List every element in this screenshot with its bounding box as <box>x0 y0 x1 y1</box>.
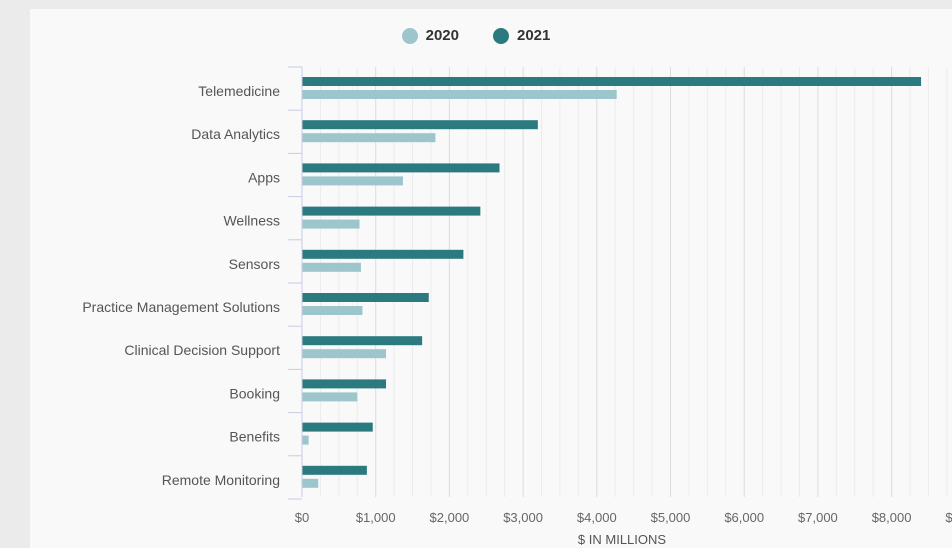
legend-label-2021: 2021 <box>517 27 551 44</box>
x-tick-label: $3,000 <box>503 510 543 525</box>
category-label: Booking <box>229 385 280 401</box>
category-label: Practice Management Solutions <box>82 299 280 315</box>
category-label: Clinical Decision Support <box>124 342 280 358</box>
legend-swatch-2021 <box>493 27 509 44</box>
legend-item-2020[interactable]: 2020 <box>401 27 459 44</box>
x-tick-label: $0 <box>295 510 309 525</box>
y-axis: Telemedicine Data Analytics Apps Wellness Se… <box>82 66 303 500</box>
bar-2020 <box>302 435 309 445</box>
bar-2021 <box>302 120 538 130</box>
legend-label-2020: 2020 <box>425 27 459 44</box>
bar-2021 <box>302 249 464 259</box>
x-tick-label: $2,000 <box>430 510 470 525</box>
bar-2020 <box>302 90 617 99</box>
x-axis-title: $ IN MILLIONS <box>578 532 666 547</box>
bar-2021 <box>302 422 373 432</box>
x-tick-label: $8,000 <box>872 510 912 525</box>
bar-2020 <box>302 176 403 186</box>
chart-legend: 2020 2021 <box>0 27 952 44</box>
bar-2020 <box>302 219 360 229</box>
x-tick-label: $6,000 <box>724 510 764 525</box>
x-tick-label: $4,000 <box>577 510 617 525</box>
bars <box>302 77 922 488</box>
x-tick-label: $1,000 <box>356 510 396 525</box>
bar-2020 <box>302 133 436 143</box>
bar-2020 <box>302 349 387 359</box>
bar-2021 <box>302 336 423 346</box>
bar-2021 <box>302 77 922 86</box>
bar-2021 <box>302 293 429 302</box>
legend-item-2021[interactable]: 2021 <box>493 27 550 44</box>
bar-2021 <box>302 465 367 475</box>
category-label: Data Analytics <box>191 126 280 142</box>
x-tick-label: $7,000 <box>798 510 838 525</box>
category-label: Apps <box>248 169 280 185</box>
bar-2020 <box>302 478 319 488</box>
x-tick-label: $5,000 <box>651 510 691 525</box>
category-label: Telemedicine <box>198 83 280 99</box>
category-label: Wellness <box>223 213 280 229</box>
category-label: Sensors <box>229 256 280 272</box>
x-tick-label: $9,000 <box>945 510 952 525</box>
legend-swatch-2020 <box>401 27 418 44</box>
bar-2020 <box>302 262 361 272</box>
x-axis: $0 $1,000 $2,000 $3,000 $4,000 $5,000 $6,000 $7… <box>295 510 952 525</box>
category-label: Remote Monitoring <box>162 472 280 488</box>
bar-2020 <box>302 306 363 315</box>
bar-2021 <box>302 379 387 389</box>
category-label: Benefits <box>229 429 280 445</box>
bar-2021 <box>302 163 500 173</box>
bar-2020 <box>302 392 358 402</box>
bar-2021 <box>302 206 481 216</box>
gridlines <box>319 67 948 497</box>
